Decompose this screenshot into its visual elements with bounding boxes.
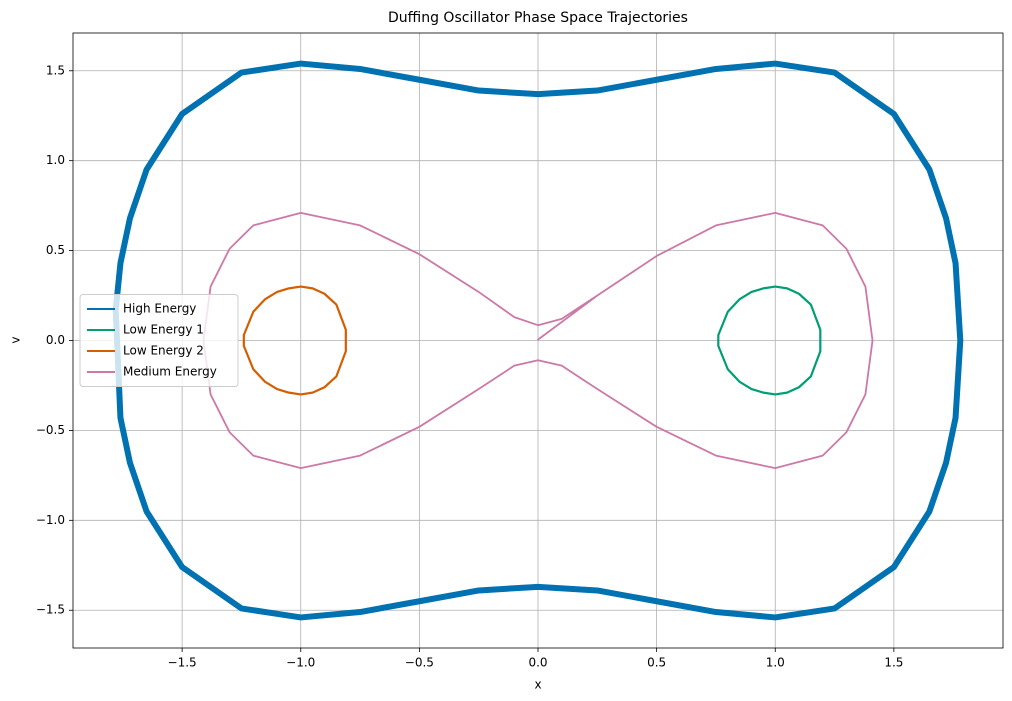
y-tick-label: −1.0 [36, 513, 65, 527]
series-line [112, 60, 964, 621]
x-axis-label: x [534, 678, 541, 692]
y-tick-label: 0.0 [46, 333, 65, 347]
chart-title: Duffing Oscillator Phase Space Trajector… [388, 10, 688, 26]
x-tick-label: 1.0 [766, 656, 785, 670]
series-line [202, 211, 874, 470]
y-axis-label: v [9, 336, 23, 343]
y-tick-label: 1.5 [46, 63, 65, 77]
x-tick-label: 0.5 [647, 656, 666, 670]
y-tick-label: 0.5 [46, 243, 65, 257]
plot-frame [72, 32, 1004, 649]
x-tick-label: 0.0 [528, 656, 547, 670]
y-tick-label: −1.5 [36, 603, 65, 617]
x-tick-label: 1.5 [884, 656, 903, 670]
legend-label: High Energy [123, 302, 196, 316]
legend-label: Medium Energy [123, 365, 217, 379]
x-tick-label: −0.5 [405, 656, 434, 670]
x-tick-label: −1.5 [168, 656, 197, 670]
legend-box [79, 294, 239, 387]
legend-label: Low Energy 1 [123, 323, 204, 337]
legend-label: Low Energy 2 [123, 344, 204, 358]
series-line [242, 285, 347, 396]
x-tick-label: −1.0 [286, 656, 315, 670]
series-line [717, 285, 822, 396]
y-tick-label: −0.5 [36, 423, 65, 437]
legend: High Energy Low Energy 1 Low Energy 2 Mediu… [79, 294, 239, 387]
y-tick-label: 1.0 [46, 153, 65, 167]
